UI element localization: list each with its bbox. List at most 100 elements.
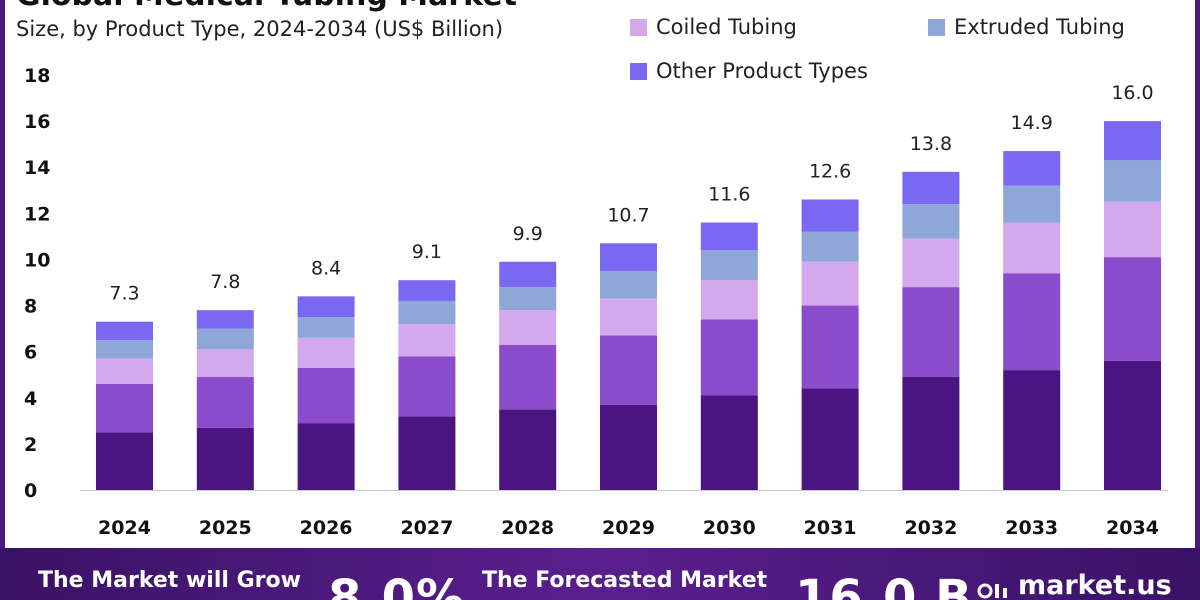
bar-segment-2024-s1 <box>96 383 153 433</box>
bar-segment-2029-s2 <box>600 298 657 336</box>
bar-segment-2026-s1 <box>297 367 355 424</box>
chart-title: Global Medical Tubing Market <box>16 0 517 13</box>
bar-segment-2027-s2 <box>398 324 456 357</box>
bar-segment-2033-s3 <box>1003 185 1061 223</box>
bar-segment-2034-s3 <box>1104 160 1161 202</box>
bar-segment-2025-s3 <box>196 328 254 350</box>
bar-segment-2025-s0 <box>196 427 254 490</box>
left-frame-border <box>0 0 5 548</box>
bar-segment-2029-s0 <box>600 404 657 490</box>
bar-segment-2024-s0 <box>96 432 153 490</box>
legend-swatch-coiled-tubing <box>630 18 647 36</box>
x-tick-label: 2030 <box>703 517 756 539</box>
brand-name: market.us <box>1018 570 1172 600</box>
grow-label: The Market will Grow <box>38 568 301 593</box>
footer-banner: The Market will Grow 8.0% The Forecasted… <box>0 548 1200 600</box>
bar-segment-2024-s2 <box>96 358 153 384</box>
y-tick-label: 10 <box>24 249 50 271</box>
bar-segment-2026-s2 <box>297 337 355 368</box>
bar-segment-2025-s4 <box>196 310 254 329</box>
bar-segment-2033-s0 <box>1003 370 1061 490</box>
total-value-label: 14.9 <box>1011 112 1053 134</box>
stacked-bar-chart: 0 2 4 6 8 10 12 14 16 18 7.3 2024 7.8 2025 8.4 2026 9.1 2… <box>24 65 1168 539</box>
bar-segment-2032-s4 <box>902 171 960 205</box>
bar-segment-2030-s4 <box>700 222 758 251</box>
bar-segment-2031-s2 <box>801 261 859 306</box>
bar-segment-2030-s2 <box>700 280 758 320</box>
total-value-label: 8.4 <box>311 257 341 279</box>
bar-segment-2026-s0 <box>297 423 355 490</box>
bar-segment-2032-s2 <box>902 238 960 288</box>
bar-segment-2032-s3 <box>902 204 960 239</box>
chart-subtitle: Size, by Product Type, 2024-2034 (US$ Bi… <box>16 17 504 41</box>
bar-segment-2033-s2 <box>1003 222 1061 274</box>
right-frame-border <box>1195 0 1200 548</box>
bar-segment-2030-s3 <box>700 250 758 281</box>
bar-segment-2032-s0 <box>902 377 960 490</box>
x-tick-label: 2029 <box>602 517 655 539</box>
y-tick-label: 18 <box>24 65 50 87</box>
bar-segment-2030-s0 <box>700 395 758 490</box>
bar-segment-2025-s1 <box>196 377 254 428</box>
legend-item-other-product-types: Other Product Types <box>630 59 868 83</box>
x-tick-label: 2025 <box>199 517 252 539</box>
y-tick-label: 16 <box>24 111 50 133</box>
total-value-label: 16.0 <box>1111 82 1153 104</box>
bar-segment-2034-s1 <box>1104 257 1161 361</box>
bar-segment-2027-s0 <box>398 416 456 490</box>
y-tick-label: 6 <box>24 342 37 364</box>
total-value-label: 9.9 <box>513 223 543 245</box>
bar-segment-2034-s2 <box>1104 201 1161 258</box>
bar-segment-2032-s1 <box>902 287 960 378</box>
y-tick-label: 2 <box>24 434 37 456</box>
bar-segment-2024-s3 <box>96 340 153 359</box>
legend-label: Extruded Tubing <box>954 15 1125 39</box>
x-tick-label: 2027 <box>400 517 453 539</box>
total-value-label: 12.6 <box>809 161 851 183</box>
x-tick-label: 2028 <box>501 517 554 539</box>
bar-segment-2028-s1 <box>499 344 557 410</box>
market-us-logo-icon <box>977 583 1007 599</box>
bar-segment-2028-s0 <box>499 409 557 490</box>
legend-item-extruded-tubing: Extruded Tubing <box>928 15 1125 39</box>
bar-segment-2034-s4 <box>1104 121 1161 161</box>
y-tick-label: 12 <box>24 203 50 225</box>
bar-segment-2030-s1 <box>700 319 758 396</box>
x-tick-label: 2031 <box>804 517 857 539</box>
x-tick-label: 2032 <box>904 517 957 539</box>
legend-label: Other Product Types <box>656 59 868 83</box>
x-tick-label: 2033 <box>1005 517 1058 539</box>
cagr-value: 8.0% <box>328 570 466 600</box>
bar-segment-2028-s4 <box>499 261 557 288</box>
bar-segment-2027-s4 <box>398 280 456 301</box>
forecast-value: 16.0 B <box>795 570 973 600</box>
total-value-label: 13.8 <box>910 133 952 155</box>
bar-segment-2024-s4 <box>96 321 153 341</box>
bar-segment-2031-s4 <box>801 199 859 232</box>
total-value-label: 7.3 <box>109 283 139 305</box>
total-value-label: 9.1 <box>412 241 442 263</box>
bar-segment-2027-s3 <box>398 300 456 324</box>
x-tick-label: 2026 <box>300 517 353 539</box>
y-tick-label: 8 <box>24 296 37 318</box>
bar-segment-2026-s3 <box>297 317 355 338</box>
bar-segment-2028-s3 <box>499 287 557 311</box>
y-tick-label: 0 <box>24 480 37 502</box>
x-tick-label: 2034 <box>1106 517 1159 539</box>
legend-label: Coiled Tubing <box>656 15 797 39</box>
bar-segment-2025-s2 <box>196 349 254 378</box>
y-tick-label: 14 <box>24 157 50 179</box>
bar-segment-2031-s0 <box>801 388 859 490</box>
total-value-label: 7.8 <box>210 271 240 293</box>
bar-segment-2033-s4 <box>1003 151 1061 186</box>
bar-segment-2034-s0 <box>1104 360 1161 490</box>
bar-segment-2027-s1 <box>398 356 456 417</box>
bar-segment-2026-s4 <box>297 296 355 318</box>
bar-segment-2031-s1 <box>801 305 859 389</box>
forecast-label: The Forecasted Market <box>482 568 768 593</box>
legend-swatch-other-product-types <box>630 62 647 80</box>
y-tick-label: 4 <box>24 388 37 410</box>
bar-segment-2028-s2 <box>499 310 557 345</box>
bar-segment-2029-s3 <box>600 270 657 299</box>
total-value-label: 10.7 <box>607 204 649 226</box>
